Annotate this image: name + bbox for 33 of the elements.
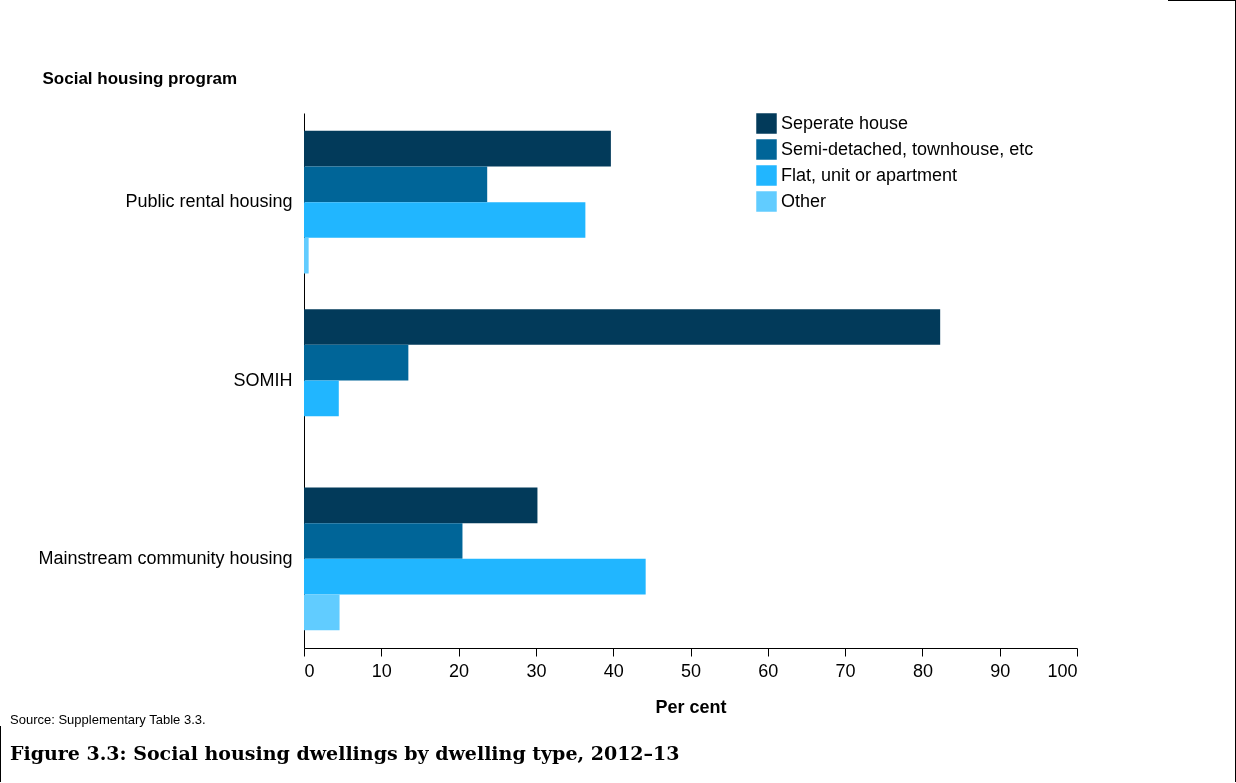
x-tick-label: 50 — [680, 660, 702, 681]
bar — [304, 130, 611, 167]
bar — [304, 344, 409, 381]
y-tick-label: Public rental housing — [125, 191, 293, 212]
x-tick-label: 10 — [371, 660, 392, 681]
legend-label: Semi-detached, townhouse, etc — [781, 138, 1034, 159]
bar — [304, 202, 586, 238]
source-note: Source: Supplementary Table 3.3. — [10, 712, 206, 727]
bar — [304, 594, 340, 631]
x-tick-label: 40 — [603, 660, 624, 681]
y-tick-label: SOMIH — [233, 369, 293, 390]
y-axis-title: Social housing program — [42, 68, 238, 88]
x-tick-label: 60 — [758, 660, 779, 681]
x-tick-label: 30 — [526, 660, 547, 681]
bar — [304, 487, 538, 524]
bar — [304, 166, 488, 203]
x-axis-title: Per cent — [655, 696, 727, 717]
x-tick-label: 80 — [912, 660, 933, 681]
x-tick-label: 100 — [1047, 660, 1078, 681]
text: Figure 3.3: Social housing dwellings by dwelling type, 2012–13 — [10, 742, 680, 764]
legend-label: Flat, unit or apartment — [781, 164, 958, 185]
bar — [304, 237, 309, 274]
x-tick-label: 0 — [304, 660, 315, 681]
y-tick-label: Mainstream community housing — [38, 547, 293, 568]
bar — [304, 380, 339, 417]
bar — [304, 523, 463, 559]
x-tick-label: 20 — [449, 660, 470, 681]
bar — [304, 309, 941, 345]
bar — [304, 558, 646, 595]
legend-label: Other — [781, 190, 827, 211]
x-tick-label: 70 — [835, 660, 856, 681]
x-tick-label: 90 — [990, 660, 1011, 681]
legend-label: Seperate house — [781, 112, 909, 133]
